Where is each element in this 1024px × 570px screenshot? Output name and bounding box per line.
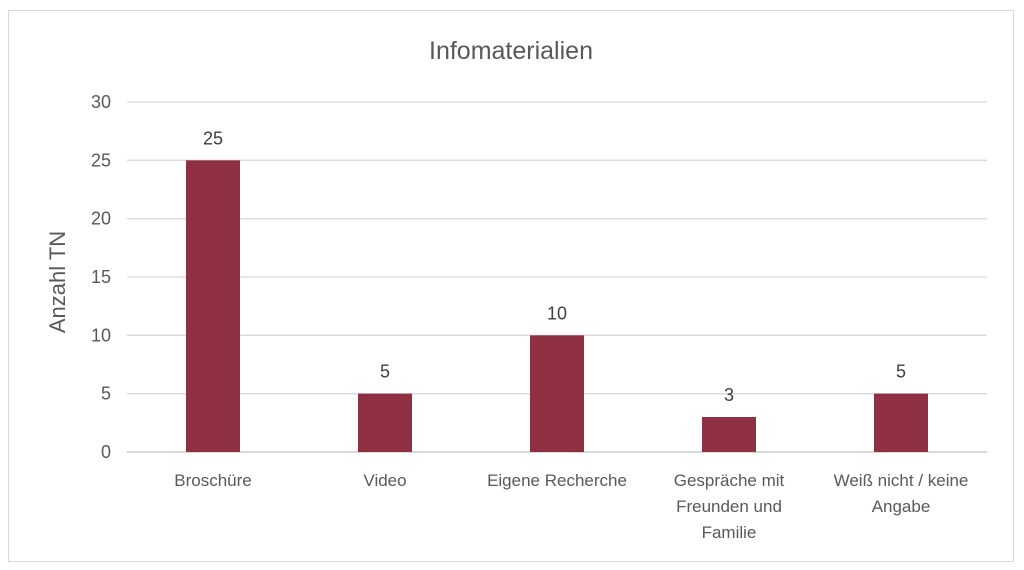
y-tick-labels: 0 5 10 15 20 25 30 <box>91 92 111 462</box>
data-label: 5 <box>380 362 390 382</box>
data-label: 10 <box>547 303 567 323</box>
bar <box>530 335 584 452</box>
x-category-label: Weiß nicht / keine Angabe <box>834 471 969 516</box>
x-category-labels: Broschüre Video Eigene Recherche Gespräche … <box>174 471 968 542</box>
y-axis-title: Anzahl TN <box>45 231 70 333</box>
bar <box>874 393 928 452</box>
y-tick-label: 0 <box>101 442 111 462</box>
data-label: 5 <box>896 362 906 382</box>
y-tick-label: 5 <box>101 384 111 404</box>
bars <box>186 160 928 453</box>
x-category-label: Eigene Recherche <box>487 471 627 490</box>
bar <box>358 393 412 452</box>
bar <box>702 417 756 452</box>
y-tick-label: 20 <box>91 209 111 229</box>
bar-chart: Infomaterialien Anzahl TN 0 5 10 15 20 25 30 2… <box>45 37 987 542</box>
y-tick-label: 30 <box>91 92 111 112</box>
chart-title: Infomaterialien <box>429 37 593 65</box>
y-tick-label: 10 <box>91 325 111 345</box>
data-labels: 25 5 10 3 5 <box>203 128 906 405</box>
x-category-label: Gespräche mit Freunden und Familie <box>674 471 785 542</box>
chart-frame: Infomaterialien Anzahl TN 0 5 10 15 20 25 30 2… <box>8 10 1014 562</box>
x-category-label: Video <box>363 471 406 490</box>
data-label: 3 <box>724 385 734 405</box>
bar <box>186 160 240 453</box>
y-tick-label: 15 <box>91 267 111 287</box>
data-label: 25 <box>203 128 223 148</box>
y-tick-label: 25 <box>91 150 111 170</box>
x-category-label: Broschüre <box>174 471 251 490</box>
